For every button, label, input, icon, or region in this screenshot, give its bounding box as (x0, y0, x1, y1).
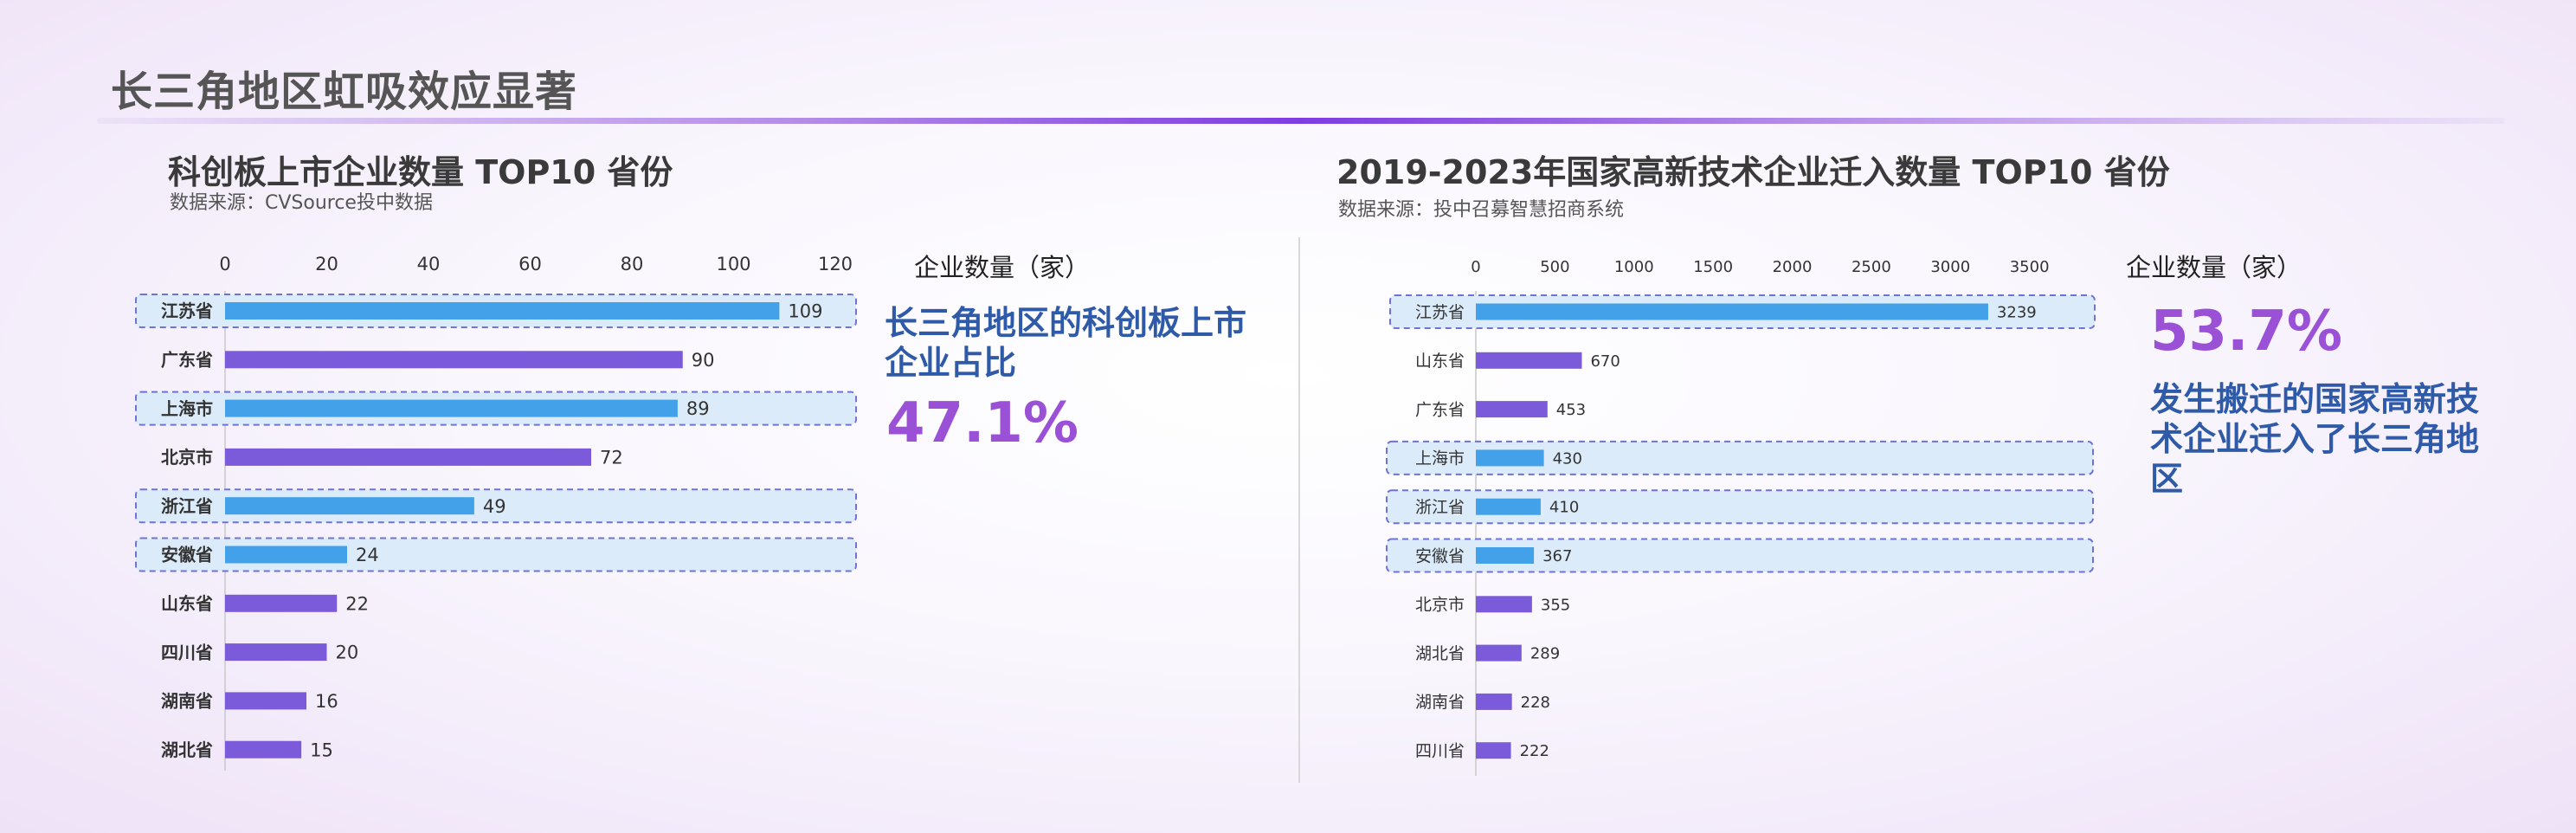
left-bar-5 (225, 546, 347, 564)
right-tick-label-1: 500 (1540, 258, 1569, 276)
right-tick-label-2: 1000 (1614, 258, 1654, 276)
right-bar-2 (1476, 401, 1548, 418)
right-bar-7 (1476, 644, 1522, 662)
right-category-label-3: 上海市 (1415, 449, 1465, 468)
right-category-label-2: 广东省 (1415, 400, 1465, 419)
left-tick-label-0: 0 (219, 254, 230, 274)
right-value-label-0: 3239 (1997, 303, 2037, 321)
left-tick-label-6: 120 (818, 254, 853, 274)
right-tick-label-6: 3000 (1930, 258, 1970, 276)
page-title: 长三角地区虹吸效应显著 (111, 68, 578, 116)
left-value-label-3: 72 (600, 447, 623, 468)
right-highlight-box-5 (1386, 538, 2094, 573)
right-callout-text: 发生搬迁的国家高新技术企业迁入了长三角地区 (2150, 380, 2480, 498)
left-value-label-6: 22 (345, 593, 369, 614)
left-value-label-7: 20 (336, 643, 359, 663)
left-bar-9 (225, 740, 302, 759)
right-value-label-7: 289 (1530, 645, 1560, 663)
right-category-label-9: 四川省 (1415, 742, 1465, 761)
left-tick-label-3: 60 (518, 254, 542, 274)
right-value-label-2: 453 (1556, 401, 1586, 419)
right-value-label-8: 228 (1521, 694, 1550, 712)
right-highlight-box-3 (1386, 440, 2094, 475)
right-unit-label: 企业数量（家） (2126, 253, 2302, 282)
right-value-label-6: 355 (1541, 596, 1570, 614)
right-category-label-1: 山东省 (1415, 352, 1465, 371)
right-bar-1 (1476, 352, 1582, 369)
right-category-label-8: 湖南省 (1415, 693, 1465, 712)
left-category-label-8: 湖南省 (161, 691, 213, 712)
left-tick-label-2: 40 (417, 254, 441, 274)
right-category-label-4: 浙江省 (1415, 498, 1465, 517)
left-bar-6 (225, 594, 338, 612)
left-chart-title: 科创板上市企业数量 TOP10 省份 (168, 153, 673, 191)
left-tick-label-4: 80 (621, 254, 644, 274)
left-bar-8 (225, 692, 306, 710)
left-callout-text: 长三角地区的科创板上市企业占比 (885, 304, 1247, 382)
left-tick-label-5: 100 (716, 254, 750, 274)
right-value-label-3: 430 (1553, 449, 1582, 468)
right-category-label-5: 安徽省 (1415, 546, 1465, 565)
left-chart-source: 数据来源：CVSource投中数据 (170, 192, 433, 214)
right-tick-label-5: 2500 (1852, 258, 1891, 276)
right-bar-5 (1476, 547, 1535, 564)
right-bar-0 (1476, 303, 1988, 320)
left-category-label-0: 江苏省 (161, 300, 213, 321)
left-bar-7 (225, 643, 327, 662)
left-category-label-1: 广东省 (161, 350, 213, 371)
right-category-label-7: 湖北省 (1415, 644, 1465, 663)
left-value-label-0: 109 (788, 301, 822, 322)
right-bar-3 (1476, 449, 1544, 467)
right-value-label-4: 410 (1549, 499, 1579, 517)
left-value-label-4: 49 (483, 496, 506, 517)
right-chart-source: 数据来源：投中召募智慧招商系统 (1338, 199, 1625, 221)
right-callout-percent: 53.7% (2150, 300, 2343, 364)
left-unit-label: 企业数量（家） (914, 253, 1091, 282)
left-callout-percent: 47.1% (886, 391, 1079, 455)
title-divider (97, 118, 2505, 124)
right-tick-label-7: 3500 (2010, 258, 2050, 276)
left-bar-4 (225, 497, 474, 515)
right-tick-label-4: 2000 (1773, 258, 1813, 276)
left-category-label-4: 浙江省 (161, 495, 213, 516)
right-value-label-5: 367 (1542, 547, 1572, 565)
right-highlight-box-4 (1386, 489, 2094, 525)
right-bar-6 (1476, 596, 1532, 613)
right-tick-label-3: 1500 (1693, 258, 1733, 276)
left-bar-3 (225, 448, 591, 466)
left-value-label-2: 89 (686, 398, 710, 419)
left-bar-0 (225, 302, 780, 320)
left-category-label-2: 上海市 (161, 398, 213, 419)
right-value-label-9: 222 (1520, 742, 1549, 760)
right-bar-4 (1476, 498, 1541, 515)
right-bar-8 (1476, 693, 1512, 710)
left-bar-2 (225, 399, 678, 417)
left-value-label-9: 15 (310, 739, 333, 760)
left-value-label-8: 16 (315, 691, 338, 712)
right-value-label-1: 670 (1590, 352, 1620, 371)
left-bar-1 (225, 351, 683, 369)
left-value-label-5: 24 (356, 545, 379, 565)
left-tick-label-1: 20 (315, 254, 338, 274)
left-category-label-3: 北京市 (161, 447, 213, 468)
left-category-label-9: 湖北省 (161, 739, 213, 760)
vertical-divider (1298, 237, 1300, 783)
left-category-label-6: 山东省 (161, 593, 213, 614)
right-tick-label-0: 0 (1471, 258, 1480, 276)
left-category-label-7: 四川省 (161, 642, 213, 662)
right-category-label-6: 北京市 (1415, 596, 1465, 615)
left-category-label-5: 安徽省 (161, 545, 213, 565)
right-bar-9 (1476, 742, 1511, 759)
left-value-label-1: 90 (692, 350, 715, 371)
right-category-label-0: 江苏省 (1415, 303, 1465, 322)
right-chart-title: 2019-2023年国家高新技术企业迁入数量 TOP10 省份 (1336, 153, 2170, 191)
